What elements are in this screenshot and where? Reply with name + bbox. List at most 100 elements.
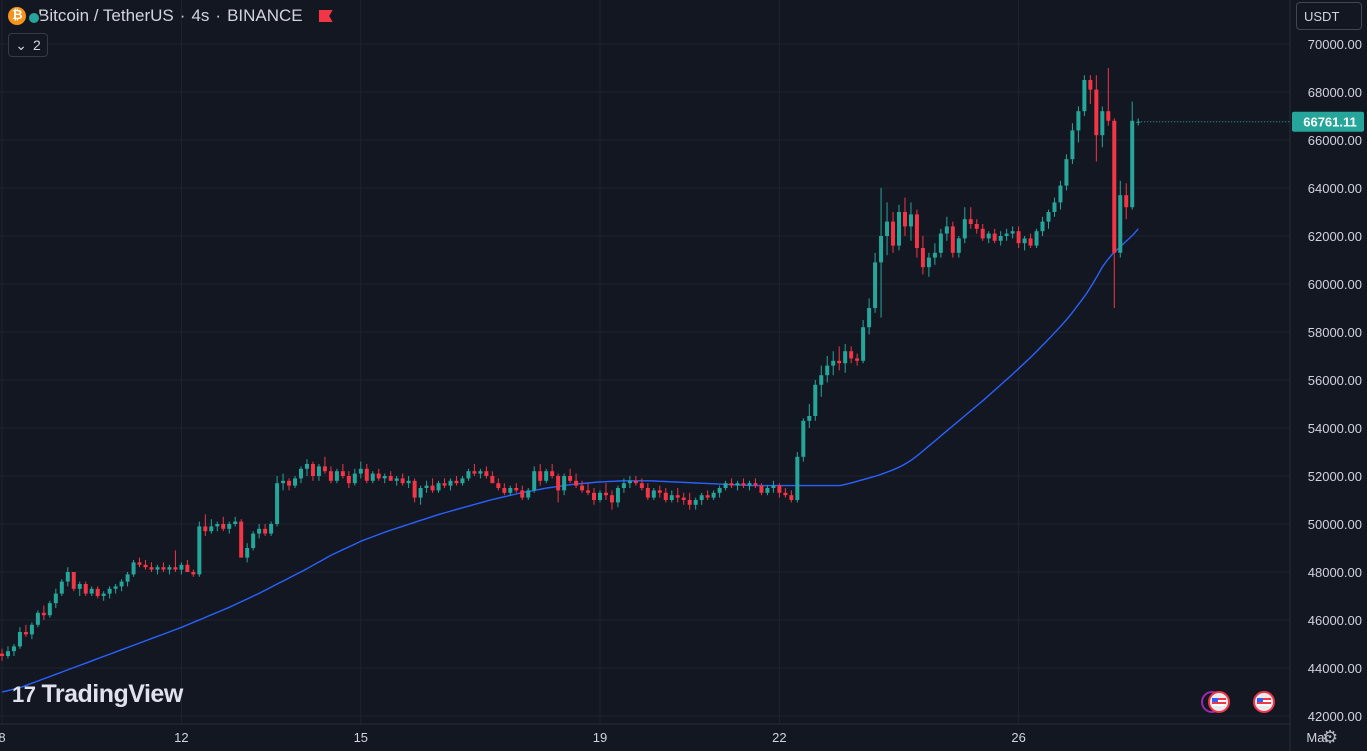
candle [532,466,537,493]
symbol-legend[interactable]: Bitcoin / TetherUS · 4s · BINANCE [8,6,333,26]
candle [1070,123,1075,164]
y-tick-label: 70000.00 [1308,37,1362,52]
candle [358,461,363,479]
interval-label: 4s [191,6,210,25]
candle [77,581,82,596]
chevron-down-icon: ⌄ [15,36,27,53]
tradingview-logo-icon: 17 [12,681,36,707]
candle [807,404,812,428]
candle [149,562,154,572]
candle [789,490,794,503]
candle [962,207,967,244]
settings-icon[interactable]: ⚙ [1322,727,1339,747]
candle [801,418,806,462]
ma-path [1,228,1139,693]
candle [538,464,543,486]
y-tick-label: 44000.00 [1308,661,1362,676]
candle [53,588,58,608]
last-price-label: 66761.11 [1138,111,1364,132]
flag-icon[interactable] [318,10,333,22]
candle [980,224,985,241]
candle [1058,180,1063,210]
candle [179,562,184,575]
candle [705,490,710,500]
candle [562,473,567,496]
candle [125,572,130,587]
candle [633,476,638,486]
candle [586,483,591,496]
y-tick-label: 54000.00 [1308,421,1362,436]
candle [956,236,961,258]
y-tick-label: 60000.00 [1308,277,1362,292]
candle [1100,106,1105,148]
x-tick-label: 26 [1011,730,1025,745]
candle [113,584,118,594]
candle [1046,209,1051,229]
candlestick-series [0,68,1141,661]
currency-button[interactable]: USDT [1296,2,1362,30]
x-tick-label: 19 [593,730,607,745]
candle [843,344,848,373]
exchange-label: BINANCE [227,6,303,25]
y-tick-label: 62000.00 [1308,229,1362,244]
candle [717,485,722,498]
candle [281,473,286,491]
candle [879,188,884,318]
candle [795,452,800,503]
candle [986,231,991,244]
candle [203,514,208,536]
us-flag-icon[interactable] [1253,691,1275,713]
candle [83,581,88,596]
candle [448,478,453,491]
candle [944,216,949,241]
candle [65,567,70,587]
candle [418,485,423,505]
candle [681,492,686,505]
candle [191,569,196,577]
candle [950,221,955,258]
candle [627,476,632,488]
candle [257,524,262,539]
candle [1088,75,1093,104]
candle [1130,101,1135,210]
candle [735,480,740,491]
y-tick-label: 64000.00 [1308,181,1362,196]
candle [592,488,597,505]
us-flag-icon[interactable] [1208,691,1230,713]
candle [1112,118,1117,308]
candle [233,516,238,527]
candle [747,480,752,491]
candle [885,202,890,256]
candle [932,243,937,265]
bitcoin-icon [8,7,26,25]
candle [59,579,64,596]
candle [0,648,4,661]
candle [639,478,644,491]
indicators-collapse-button[interactable]: ⌄ 2 [8,33,48,57]
candle [837,346,842,371]
candle [1004,228,1009,241]
candle [1028,233,1033,248]
candle [861,320,866,364]
candle [711,490,716,500]
y-tick-label: 66000.00 [1308,133,1362,148]
time-axis[interactable]: 81215192226Mar47 [0,723,1367,745]
candle [310,461,315,481]
candle [1082,75,1087,116]
candle [508,485,513,496]
candle [902,197,907,236]
candle [825,356,830,383]
candle [263,524,268,536]
candle [867,298,872,335]
candle [137,557,142,568]
candle [275,476,280,527]
candle [322,456,327,474]
candle [1118,180,1123,258]
candle [1034,228,1039,248]
candle [101,591,106,601]
candle [693,497,698,510]
candle [35,610,40,628]
candle [95,586,100,599]
tradingview-logo[interactable]: 17 TradingView [12,680,183,709]
